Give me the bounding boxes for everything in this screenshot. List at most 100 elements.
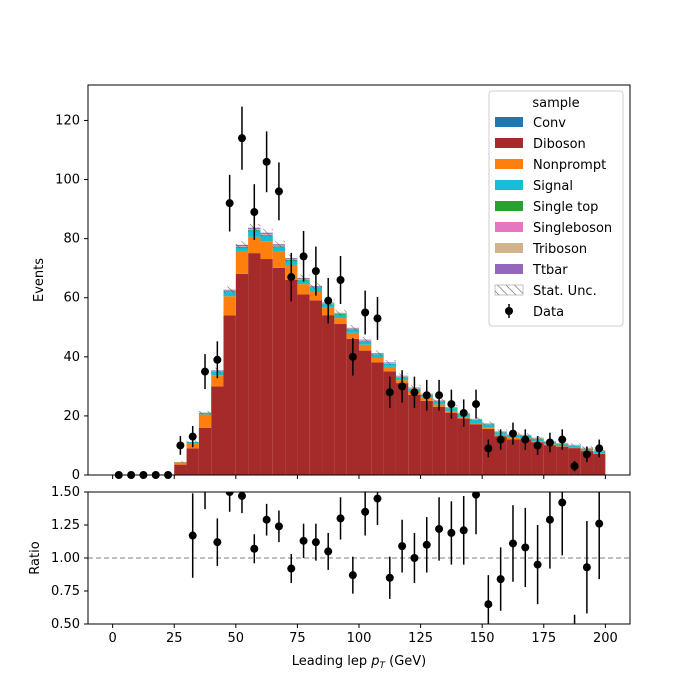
- y-axis-label-ratio: Ratio: [28, 541, 43, 574]
- ratio-point: [287, 564, 296, 573]
- data-point: [213, 355, 222, 364]
- legend-label: Diboson: [533, 137, 586, 152]
- data-point: [422, 391, 431, 400]
- bar: [359, 350, 372, 475]
- y-tick-label: 60: [63, 291, 80, 306]
- legend-label: Nonprompt: [533, 158, 606, 173]
- stat-unc-bin: [198, 410, 212, 415]
- data-point: [410, 388, 419, 397]
- bar: [580, 451, 594, 475]
- bar: [322, 315, 335, 475]
- ratio-point: [595, 519, 604, 528]
- bar: [174, 462, 187, 465]
- ratio-point: [545, 515, 554, 524]
- stat-unc-bin: [272, 240, 286, 248]
- bar: [408, 394, 421, 475]
- legend-data-marker: [505, 307, 513, 315]
- main-axes-frame: [87, 84, 631, 476]
- ratio-point: [361, 507, 370, 516]
- data-point: [508, 429, 517, 438]
- ratio-point: [496, 575, 505, 584]
- y-tick-label: 0: [72, 468, 80, 483]
- bar: [186, 448, 199, 475]
- bar: [174, 464, 187, 475]
- bar: [457, 418, 470, 475]
- legend-swatch: [495, 264, 523, 274]
- data-point: [570, 462, 579, 471]
- data-point: [201, 367, 210, 376]
- ratio-point: [225, 492, 234, 496]
- bar: [334, 314, 347, 319]
- stat-unc-bin: [174, 461, 187, 463]
- ratio-point: [398, 542, 407, 551]
- data-point: [299, 252, 308, 261]
- data-point: [545, 438, 554, 447]
- legend-swatch: [495, 117, 523, 127]
- stat-unc-bin: [346, 324, 359, 331]
- stat-unc-bin: [482, 421, 495, 426]
- data-point: [287, 273, 296, 282]
- data-point: [188, 432, 197, 441]
- ratio-point: [385, 573, 394, 582]
- stat-unc-bin: [359, 337, 372, 343]
- main-y-ticks: 0 20 40 60 80 100 120: [55, 113, 88, 483]
- data-point: [250, 208, 259, 217]
- data-point: [225, 199, 234, 208]
- bar: [482, 424, 495, 428]
- bar: [371, 358, 384, 363]
- data-points: [114, 106, 604, 479]
- ratio-point: [299, 536, 308, 545]
- bar: [211, 375, 224, 387]
- ratio-x-tick-label: 125: [408, 631, 433, 646]
- ratio-point: [582, 563, 591, 572]
- ratio-point: [250, 544, 259, 553]
- y-tick-label: 80: [63, 232, 80, 247]
- bar: [469, 423, 483, 425]
- bar: [469, 424, 483, 475]
- stat-unc-bin: [223, 286, 236, 293]
- data-point: [472, 400, 481, 409]
- ratio-y-tick-label: 0.50: [51, 617, 80, 632]
- ratio-y-tick-label: 1.50: [51, 485, 80, 500]
- ratio-point: [435, 524, 444, 533]
- data-point: [348, 352, 357, 361]
- legend-swatch: [495, 201, 523, 211]
- data-point: [484, 444, 493, 453]
- bar: [469, 420, 483, 423]
- bar: [198, 427, 212, 475]
- bar: [568, 446, 581, 448]
- data-point: [385, 388, 394, 397]
- legend-label: Data: [533, 305, 564, 320]
- ratio-point: [508, 539, 517, 548]
- bar: [260, 241, 273, 260]
- bar: [334, 324, 347, 475]
- data-point: [237, 134, 246, 143]
- bar: [223, 292, 236, 297]
- ratio-x-ticks: 0 25 50 75 100 125 150 175 200: [108, 624, 618, 646]
- data-point: [324, 296, 333, 305]
- bar: [260, 259, 273, 475]
- bar: [506, 439, 520, 475]
- data-point: [496, 435, 505, 444]
- data-point: [274, 187, 283, 196]
- stat-unc-bin: [334, 309, 347, 316]
- y-tick-label: 100: [55, 173, 80, 188]
- data-point: [521, 435, 530, 444]
- legend-swatch: [495, 222, 523, 232]
- ratio-point: [237, 492, 246, 500]
- y-axis-label-events: Events: [32, 258, 47, 302]
- bar: [223, 296, 236, 316]
- legend-label: Ttbar: [532, 263, 568, 278]
- ratio-point: [521, 543, 530, 552]
- ratio-x-tick-label: 200: [593, 631, 618, 646]
- bar: [346, 332, 359, 339]
- ratio-point: [311, 538, 320, 547]
- legend-label: Singleboson: [533, 221, 612, 236]
- ratio-x-tick-label: 50: [228, 631, 245, 646]
- bar: [248, 236, 261, 254]
- data-point: [373, 314, 382, 323]
- ratio-point: [558, 498, 567, 507]
- stack-diboson: [174, 253, 606, 475]
- stat-unc-bin: [568, 443, 581, 447]
